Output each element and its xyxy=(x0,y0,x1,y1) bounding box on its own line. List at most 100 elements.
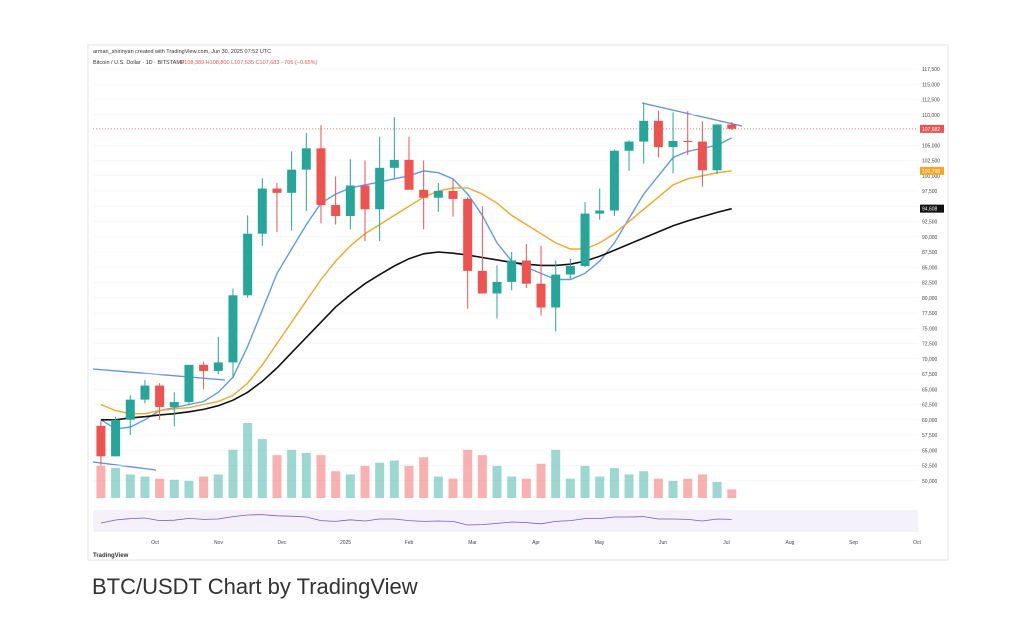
x-tick-label: Nov xyxy=(214,540,223,546)
volume-bar xyxy=(140,476,150,498)
candle-body xyxy=(169,402,179,407)
y-tick-label: 80,000 xyxy=(922,296,938,302)
y-tick-label: 67,500 xyxy=(922,372,938,378)
y-tick-label: 75,000 xyxy=(922,326,938,332)
y-tick-label: 55,000 xyxy=(922,448,938,454)
credit: arman_shirinyan created with TradingView… xyxy=(93,49,271,55)
candle-body xyxy=(287,169,297,193)
y-tick-label: 65,000 xyxy=(922,387,938,393)
y-tick-label: 50,000 xyxy=(922,479,938,485)
candle-body xyxy=(463,198,473,271)
volume-bar xyxy=(155,478,165,498)
volume-bar xyxy=(448,478,458,498)
candle-body xyxy=(301,148,311,170)
volume-bar xyxy=(595,476,605,498)
y-tick-label: 97,500 xyxy=(922,189,938,195)
logo: TradingView xyxy=(93,553,129,559)
candle-body xyxy=(521,260,531,284)
candle-body xyxy=(712,124,722,171)
candle-body xyxy=(668,140,678,148)
candle-body xyxy=(96,425,106,457)
volume-bar xyxy=(213,474,223,498)
candle-body xyxy=(199,364,209,371)
y-tick-label: 112,500 xyxy=(922,98,940,104)
volume-bar xyxy=(375,462,385,498)
candle-body xyxy=(477,270,487,294)
candle-body xyxy=(433,191,443,198)
candle-body xyxy=(316,148,326,206)
volume-bar xyxy=(683,478,693,498)
volume-bar xyxy=(331,471,341,498)
moving-average xyxy=(100,207,732,421)
candle-body xyxy=(228,295,238,363)
volume-bar xyxy=(257,439,267,498)
volume-bar xyxy=(433,476,443,498)
candle-body xyxy=(213,362,223,371)
x-tick-label: Dec xyxy=(278,540,287,546)
y-tick-label: 82,500 xyxy=(922,281,938,287)
price-tag xyxy=(920,124,944,133)
candle-body xyxy=(639,120,649,142)
caption: BTC/USDT Chart by TradingView xyxy=(92,574,418,599)
candle-body xyxy=(111,419,121,457)
volume-bar xyxy=(565,478,575,498)
x-tick-label: Oct xyxy=(913,540,921,546)
volume-bar xyxy=(639,471,649,498)
trend-line xyxy=(92,461,157,471)
candle-body xyxy=(345,185,355,217)
candle-body xyxy=(727,124,737,129)
price-tag-label: 107,682 xyxy=(922,127,940,133)
price-tag xyxy=(920,204,944,213)
volume-bar xyxy=(609,468,619,498)
y-tick-label: 90,000 xyxy=(922,235,938,241)
candle-body xyxy=(653,120,663,148)
volume-bar xyxy=(287,449,297,498)
candle-body xyxy=(243,233,253,296)
x-tick-label: May xyxy=(595,540,605,546)
chart: arman_shirinyan created with TradingView… xyxy=(87,44,949,561)
volume-bar xyxy=(419,457,429,498)
candle-body xyxy=(448,191,458,199)
y-tick-label: 117,500 xyxy=(922,67,940,73)
y-tick-label: 60,000 xyxy=(922,418,938,424)
volume-bar xyxy=(536,463,546,498)
volume-bar xyxy=(551,449,561,498)
x-tick-label: Jul xyxy=(723,540,729,546)
volume-bar xyxy=(243,423,253,498)
volume-bar xyxy=(580,465,590,498)
volume-bar xyxy=(96,465,106,498)
volume-bar xyxy=(184,480,194,498)
x-tick-label: Mar xyxy=(468,540,477,546)
x-tick-label: Aug xyxy=(786,540,795,546)
volume-bar xyxy=(507,476,517,498)
candle-body xyxy=(595,210,605,214)
candle-body xyxy=(565,266,575,275)
candle-body xyxy=(492,281,502,294)
volume-bar xyxy=(199,476,209,498)
y-tick-label: 72,500 xyxy=(922,342,938,348)
candle-body xyxy=(609,150,619,211)
x-tick-label: Feb xyxy=(405,540,414,546)
volume-bar xyxy=(624,474,634,498)
x-tick-label: Apr xyxy=(532,540,540,546)
candle-body xyxy=(624,141,634,151)
y-tick-label: 110,000 xyxy=(922,113,940,119)
price-tag xyxy=(920,166,944,175)
volume-bar xyxy=(345,474,355,498)
candle-body xyxy=(404,159,414,190)
y-tick-label: 57,500 xyxy=(922,433,938,439)
candle-body xyxy=(272,188,282,193)
candle-body xyxy=(697,141,707,171)
volume-bar xyxy=(712,481,722,498)
symbol: Bitcoin / U.S. Dollar · 1D · BITSTAMP xyxy=(93,60,185,66)
candle-body xyxy=(140,385,150,400)
y-tick-label: 77,500 xyxy=(922,311,938,317)
volume-bar xyxy=(389,460,399,498)
volume-bar xyxy=(360,465,370,498)
candle-body xyxy=(125,399,135,420)
volume-bar xyxy=(125,474,135,498)
volume-bar xyxy=(301,453,311,498)
volume-bar xyxy=(727,489,737,498)
volume-bar xyxy=(463,449,473,498)
y-tick-label: 87,500 xyxy=(922,250,938,256)
